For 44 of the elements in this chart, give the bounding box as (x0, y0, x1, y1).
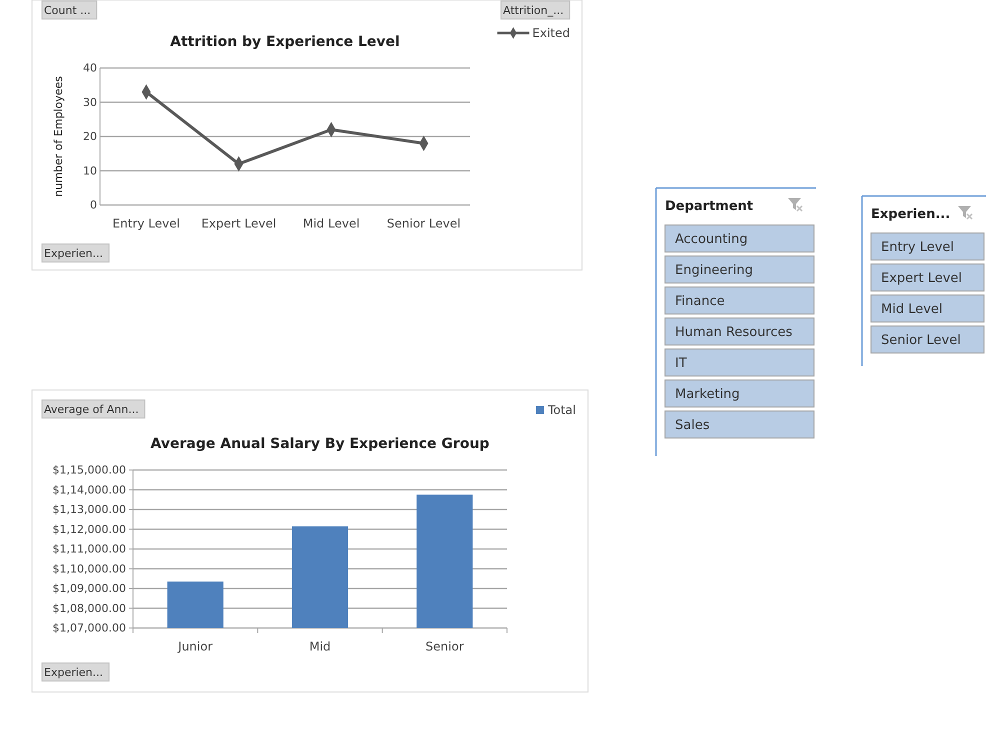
text: Attrition_... (503, 4, 564, 17)
text: Average of Ann... (44, 403, 139, 416)
text: Senior Level (881, 333, 961, 348)
y-tick-label: 0 (90, 198, 97, 212)
y-tick-label: 10 (83, 164, 97, 178)
y-tick-label: $1,07,000.00 (52, 622, 126, 635)
y-tick-label: $1,11,000.00 (52, 542, 126, 556)
y-tick-label: $1,12,000.00 (52, 522, 126, 536)
legend-label: Exited (532, 26, 570, 40)
y-tick-label: $1,10,000.00 (52, 562, 126, 576)
y-axis-title: number of Employees (52, 76, 65, 197)
text: Entry Level (881, 240, 954, 255)
y-tick-label: 20 (83, 130, 97, 144)
y-tick-label: 30 (83, 96, 97, 109)
chart-title: Average Anual Salary By Experience Group (150, 436, 490, 452)
x-tick-label: Senior Level (386, 216, 461, 231)
text: Mid Level (881, 302, 943, 317)
x-tick-label: Junior (177, 640, 213, 654)
text: Experien... (871, 207, 950, 222)
text: Count ... (44, 4, 91, 17)
y-tick-label: $1,14,000.00 (52, 483, 126, 496)
text: Sales (675, 418, 710, 433)
y-tick-label: $1,09,000.00 (52, 582, 126, 596)
x-tick-label: Senior (426, 640, 464, 654)
legend-label: Total (546, 403, 576, 417)
text: Accounting (675, 232, 748, 247)
text: Experien... (44, 247, 104, 260)
x-tick-label: Entry Level (112, 216, 180, 231)
text: Experien... (44, 666, 104, 679)
x-tick-label: Expert Level (201, 216, 276, 231)
text: Department (665, 199, 754, 214)
text: Marketing (675, 387, 740, 402)
text: Expert Level (881, 271, 962, 286)
y-tick-label: $1,08,000.00 (52, 602, 126, 615)
y-tick-label: 40 (83, 62, 97, 75)
text: Engineering (675, 263, 753, 278)
text: Human Resources (675, 325, 793, 340)
x-tick-label: Mid (309, 640, 331, 654)
chart-title: Attrition by Experience Level (170, 34, 400, 50)
x-tick-label: Mid Level (302, 216, 360, 231)
y-tick-label: $1,15,000.00 (52, 464, 126, 477)
y-tick-label: $1,13,000.00 (52, 503, 126, 516)
text: Finance (675, 294, 725, 309)
text: IT (675, 356, 687, 371)
